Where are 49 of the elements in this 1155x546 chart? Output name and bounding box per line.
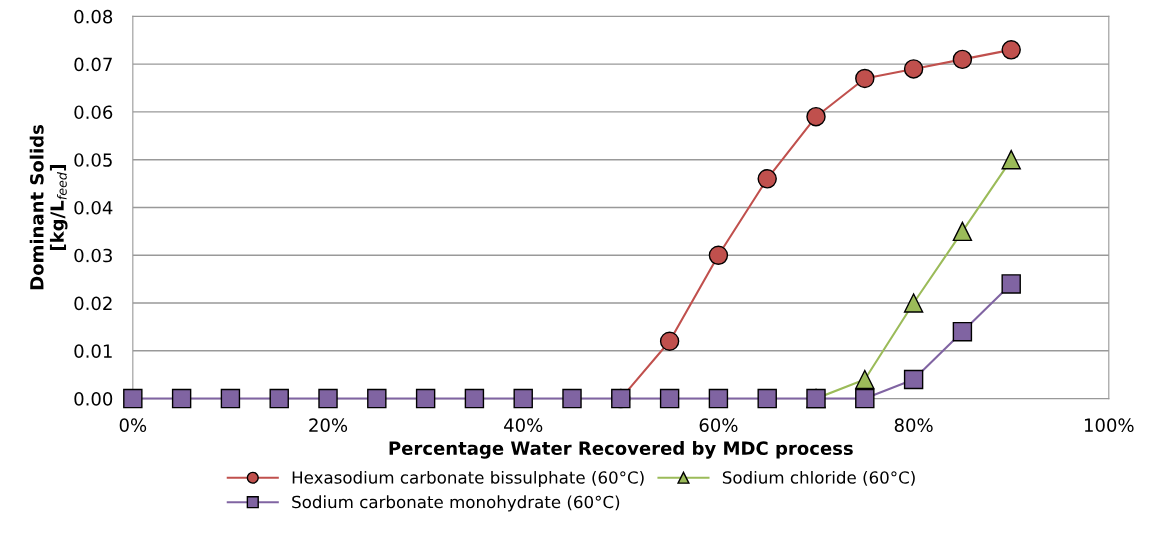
point [659, 331, 680, 351]
point [952, 221, 973, 242]
point [855, 369, 875, 390]
point [855, 68, 875, 89]
y-tick-label: 0.01 [74, 344, 112, 358]
legend-label: Sodium carbonate monohydrate (60°C) [292, 495, 620, 512]
legend-label: Sodium chloride (60°C) [722, 470, 915, 486]
point [903, 369, 924, 390]
legend-label: Hexasodium carbonate bissulphate (60°C) [292, 470, 644, 488]
y-tick-label: 0.06 [74, 105, 113, 120]
x-tick-label: 0% [119, 418, 147, 432]
point [367, 388, 387, 409]
point [903, 293, 924, 313]
point [171, 388, 192, 409]
point [855, 388, 875, 409]
x-tick-label: 80% [894, 418, 933, 432]
point [1001, 149, 1021, 170]
point [415, 388, 436, 409]
y-tick-label: 0.04 [74, 200, 113, 215]
point [952, 321, 973, 342]
point [708, 388, 729, 409]
y-tick-label: 0.05 [74, 153, 112, 167]
x-tick-label: 60% [699, 418, 738, 432]
point [659, 388, 680, 409]
y-tick-label: 0.00 [74, 392, 113, 406]
point [1001, 40, 1021, 60]
y-tick-label: 0.07 [74, 57, 112, 72]
point [1001, 274, 1021, 294]
y-tick-label: 0.08 [74, 9, 113, 24]
point [318, 388, 338, 409]
point [708, 245, 729, 265]
x-tick-label: 100% [1084, 418, 1134, 432]
point [757, 169, 777, 189]
point [952, 49, 973, 70]
x-axis-title: Percentage Water Recovered by MDC process [389, 441, 853, 459]
point [220, 388, 241, 409]
point [269, 388, 289, 409]
point [903, 59, 924, 79]
y-tick-label: 0.03 [74, 248, 112, 263]
point [123, 388, 143, 409]
point [562, 388, 582, 409]
y-tick-label: 0.02 [74, 296, 112, 311]
x-tick-label: 20% [309, 418, 348, 432]
y-axis-title: Dominant Solids [kg/L$_{feed}$] [29, 125, 68, 290]
x-tick-label: 40% [504, 418, 543, 432]
point [513, 388, 533, 409]
point [464, 388, 485, 409]
point [806, 106, 826, 127]
point [757, 388, 777, 409]
